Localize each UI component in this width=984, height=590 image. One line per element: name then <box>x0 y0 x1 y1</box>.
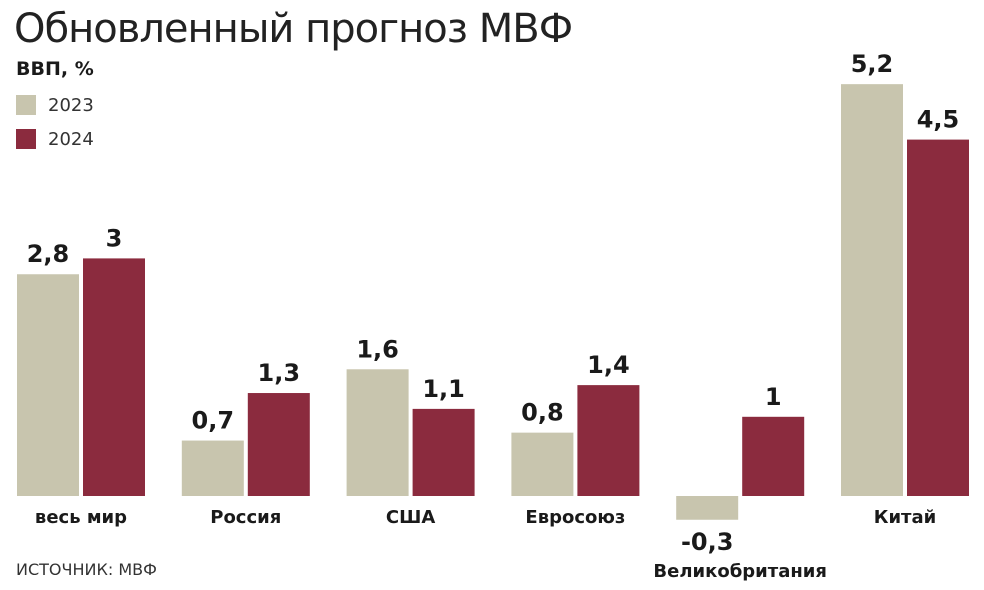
bar-2024-2 <box>412 408 475 496</box>
source-note: ИСТОЧНИК: МВФ <box>16 560 157 579</box>
category-label-3: Евросоюз <box>525 507 625 528</box>
legend-label-2023: 2023 <box>48 94 94 116</box>
legend-item-2024: 2024 <box>16 128 94 150</box>
data-label-2024-2: 1,1 <box>422 375 465 403</box>
data-label-2023-2: 1,6 <box>356 335 399 363</box>
bar-2023-4 <box>676 496 739 520</box>
bar-2024-1 <box>247 393 310 496</box>
bar-2023-1 <box>181 440 244 496</box>
bar-2023-0 <box>17 274 79 496</box>
bar-2024-3 <box>577 385 640 496</box>
legend-swatch-2024 <box>16 129 36 149</box>
data-label-2023-3: 0,8 <box>521 399 564 427</box>
bar-2024-0 <box>83 258 145 496</box>
legend-item-2023: 2023 <box>16 94 94 116</box>
data-label-2024-0: 3 <box>106 224 123 252</box>
legend-swatch-2023 <box>16 95 36 115</box>
category-label-2: США <box>386 507 435 528</box>
bar-2024-5 <box>907 139 969 496</box>
category-label-0: весь мир <box>35 507 127 528</box>
data-label-2024-4: 1 <box>765 383 782 411</box>
data-label-2023-1: 0,7 <box>192 407 235 435</box>
chart-title: Обновленный прогноз МВФ <box>14 6 573 52</box>
legend-label-2024: 2024 <box>48 128 94 150</box>
bar-2023-2 <box>346 369 409 496</box>
data-label-2024-3: 1,4 <box>587 351 630 379</box>
category-label-1: Россия <box>210 507 281 528</box>
data-label-2023-0: 2,8 <box>27 240 70 268</box>
data-label-2023-4: -0,3 <box>681 528 733 556</box>
data-label-2024-1: 1,3 <box>258 359 301 387</box>
bar-2024-4 <box>742 416 805 496</box>
bar-2023-3 <box>511 432 574 496</box>
data-label-2023-5: 5,2 <box>851 50 894 78</box>
bar-2023-5 <box>841 84 903 496</box>
data-label-2024-5: 4,5 <box>917 106 960 134</box>
category-label-4: Великобритания <box>653 561 827 582</box>
y-axis-label: ВВП, % <box>16 58 94 80</box>
category-label-5: Китай <box>874 507 937 528</box>
